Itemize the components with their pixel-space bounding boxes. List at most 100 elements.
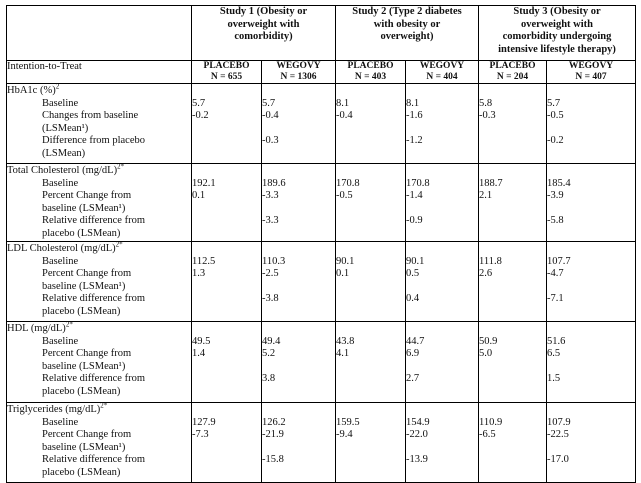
value: -6.5 (479, 429, 496, 440)
value-spacer (336, 228, 405, 241)
value: -0.9 (406, 215, 423, 226)
title-spacer (406, 403, 478, 417)
value: 3.8 (262, 373, 276, 384)
value-spacer (336, 467, 405, 480)
title-spacer (192, 84, 261, 98)
value (336, 215, 405, 228)
value-cell: 50.9 5.0 (478, 321, 547, 403)
value: -0.5 (336, 190, 353, 201)
value: 43.8 (336, 335, 355, 347)
parameter-label-cell: Total Cholesterol (mg/dL)2* Baseline Perce… (6, 163, 192, 242)
value-spacer (262, 228, 335, 241)
title-spacer (336, 84, 405, 98)
value-spacer (479, 467, 546, 480)
parameter-sublabel: Baseline (42, 255, 79, 267)
value: 170.8 (336, 177, 360, 189)
header-stub-cell (6, 5, 192, 61)
arm-header: PLACEBO N = 403 (335, 60, 406, 84)
value: 111.8 (479, 255, 502, 267)
value-spacer (547, 386, 635, 399)
value-cell: 90.1 0.5 0.4 (405, 241, 479, 322)
value-spacer (479, 306, 546, 319)
title-spacer (262, 322, 335, 336)
value-spacer (406, 306, 478, 319)
study-1-header: Study 1 (Obesity or overweight with como… (191, 5, 336, 61)
value: -0.3 (479, 110, 496, 121)
title-spacer (547, 322, 635, 336)
value-spacer (262, 442, 335, 455)
value-cell: 49.4 5.2 3.8 (261, 321, 336, 403)
parameter-sublabel: Percent Change from (42, 348, 132, 359)
title-spacer (262, 164, 335, 178)
value: -9.4 (336, 429, 353, 440)
value-spacer (547, 123, 635, 136)
value-cell: 107.9 -22.5 -17.0 (546, 402, 636, 483)
value-cell: 127.9 -7.3 (191, 402, 262, 483)
value: -0.2 (192, 110, 209, 121)
value: 8.1 (336, 97, 350, 109)
value: 44.7 (406, 335, 425, 347)
value-cell: 192.1 0.1 (191, 163, 262, 242)
value-cell: 90.1 0.1 (335, 241, 406, 322)
parameter-title-text: Triglycerides (mg/dL) (7, 404, 101, 415)
title-spacer (192, 403, 261, 417)
parameter-title: Total Cholesterol (mg/dL)2* (7, 163, 191, 178)
value: 1.5 (547, 373, 561, 384)
parameter-sublabel: Baseline (42, 177, 79, 189)
value: -0.5 (547, 110, 564, 121)
value (192, 454, 261, 467)
value-spacer (262, 203, 335, 216)
value-cell: 112.5 1.3 (191, 241, 262, 322)
value-cell: 107.7 -4.7 -7.1 (546, 241, 636, 322)
value-spacer (192, 467, 261, 480)
arm-header: PLACEBO N = 204 (478, 60, 547, 84)
title-spacer (336, 322, 405, 336)
value-cell: 185.4 -3.9 -5.8 (546, 163, 636, 242)
value-cell: 189.6 -3.3 -3.3 (261, 163, 336, 242)
parameter-row: Triglycerides (mg/dL)2* Baseline Percent C… (6, 401, 636, 483)
value: 0.5 (406, 268, 420, 279)
parameter-title-text: HDL (mg/dL) (7, 323, 66, 334)
value (192, 215, 261, 228)
value-spacer (547, 228, 635, 241)
value: -21.9 (262, 429, 284, 440)
value: 5.0 (479, 348, 493, 359)
title-spacer (479, 403, 546, 417)
arm-header: WEGOVY N = 404 (405, 60, 479, 84)
value-cell: 170.8 -0.5 (335, 163, 406, 242)
value: 2.7 (406, 373, 420, 384)
value-spacer (192, 281, 261, 294)
value-spacer (406, 467, 478, 480)
study-3-header: Study 3 (Obesity or overweight with como… (478, 5, 636, 61)
arm-header: WEGOVY N = 1306 (261, 60, 336, 84)
value: -3.9 (547, 190, 564, 201)
parameter-row: Total Cholesterol (mg/dL)2* Baseline Perce… (6, 163, 636, 242)
parameter-sublabel: Relative difference from (42, 373, 146, 384)
value (479, 454, 546, 467)
parameter-sublabel: baseline (LSMean¹) (42, 202, 126, 214)
value-cell: 44.7 6.9 2.7 (405, 321, 479, 403)
footnote-marker: 2* (115, 240, 123, 249)
parameter-sublabel: Percent Change from (42, 190, 132, 201)
value: 5.7 (192, 97, 206, 109)
parameter-sublabel: (LSMean) (42, 147, 86, 159)
parameter-label-cell: HDL (mg/dL)2* Baseline Percent Change from… (6, 321, 192, 403)
footnote-marker: 2* (100, 401, 108, 410)
value-spacer (479, 361, 546, 374)
value: -3.3 (262, 190, 279, 201)
parameter-sublabel: Baseline (42, 416, 79, 428)
value: -0.4 (336, 110, 353, 121)
title-spacer (262, 403, 335, 417)
title-spacer (406, 84, 478, 98)
value: -22.0 (406, 429, 428, 440)
value: -22.5 (547, 429, 569, 440)
value: 90.1 (336, 255, 355, 267)
value-spacer (336, 281, 405, 294)
footnote-marker: 2 (55, 82, 60, 91)
value (479, 373, 546, 386)
arm-header-row: Intention-to-Treat PLACEBO N = 655 WEGOVY… (6, 60, 636, 84)
value-spacer (547, 467, 635, 480)
value: 90.1 (406, 255, 425, 267)
title-spacer (547, 242, 635, 256)
value (336, 293, 405, 306)
